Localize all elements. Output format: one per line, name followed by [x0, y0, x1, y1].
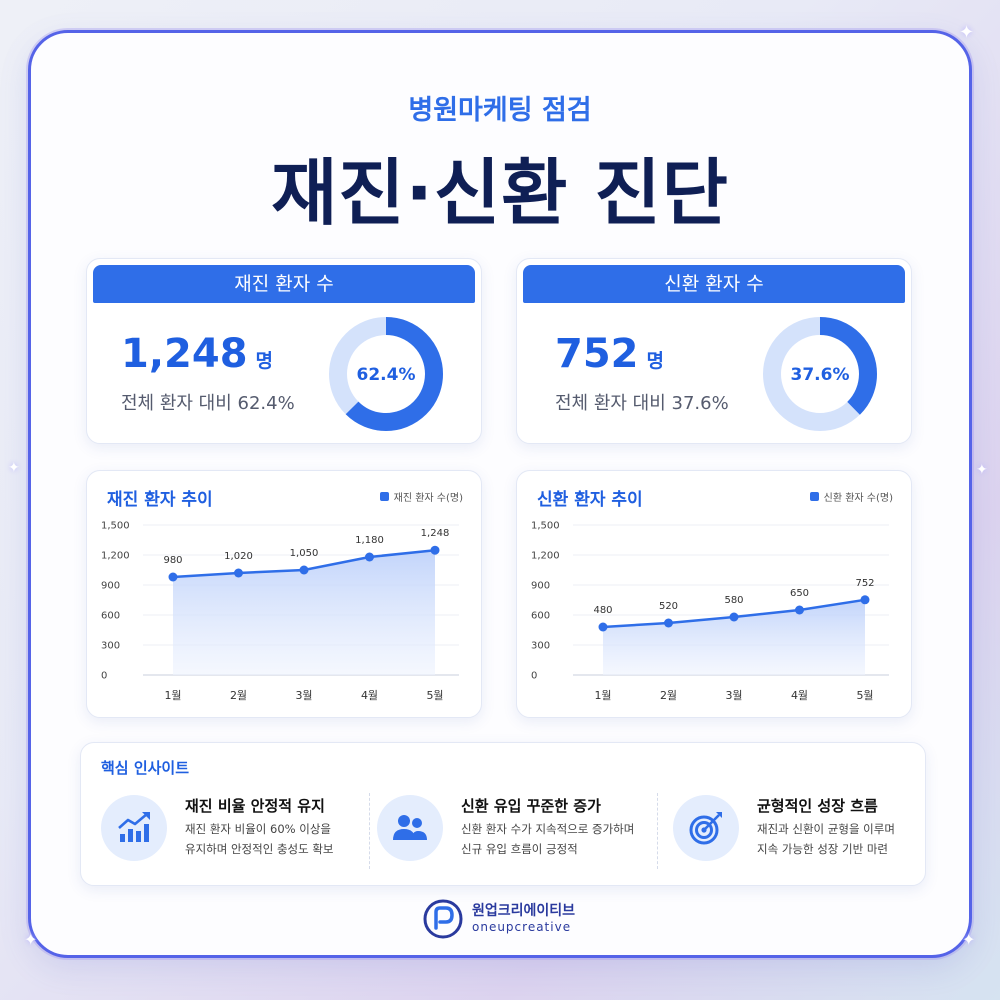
new-patient-chart-legend: 신환 환자 수(명)	[809, 489, 893, 504]
legend-swatch	[379, 492, 389, 501]
sparkle-icon: ✦	[976, 462, 988, 478]
series-area	[173, 550, 435, 675]
target-icon	[673, 795, 739, 861]
x-tick-label: 2월	[230, 689, 247, 702]
insight-item: 신환 유입 꾸준한 증가 신환 환자 수가 지속적으로 증가하며 신규 유입 흐…	[377, 791, 653, 871]
data-point	[860, 595, 870, 605]
revisit-trend-card: 재진 환자 추이 재진 환자 수(명) 0 300 600 900 1,200 1,500…	[86, 470, 482, 718]
insight-text: 유지하며 안정적인 충성도 확보	[185, 842, 334, 856]
new-patient-donut-label: 37.6%	[791, 365, 850, 385]
x-tick-label: 4월	[361, 689, 378, 702]
new-patient-stat-card: 신환 환자 수 752 명 전체 환자 대비 37.6% 37.6%	[516, 258, 912, 444]
sparkle-icon: ✦	[8, 460, 20, 476]
y-tick-label: 900	[101, 581, 120, 592]
insight-heading: 재진 비율 안정적 유지	[185, 797, 325, 815]
revisit-chart-legend: 재진 환자 수(명)	[379, 489, 463, 504]
data-label: 480	[593, 605, 612, 616]
insight-text: 지속 가능한 성장 기반 마련	[757, 842, 889, 856]
x-tick-label: 1월	[594, 689, 611, 702]
x-tick-label: 3월	[295, 689, 312, 702]
brand-name-korean: 원업크리에이티브	[472, 903, 576, 919]
data-point	[299, 565, 309, 575]
sparkle-icon: ✦	[959, 22, 975, 43]
brand-name-english: oneupcreative	[472, 920, 572, 934]
insight-heading: 균형적인 성장 흐름	[757, 797, 878, 815]
revisit-stat-desc: 전체 환자 대비 62.4%	[121, 393, 295, 414]
y-tick-label: 600	[531, 611, 550, 622]
y-tick-label: 1,200	[101, 551, 130, 562]
y-tick-label: 1,500	[101, 521, 130, 532]
data-label: 520	[659, 601, 678, 612]
x-tick-label: 5월	[856, 689, 873, 702]
revisit-stat-card: 재진 환자 수 1,248 명 전체 환자 대비 62.4% 62.4%	[86, 258, 482, 444]
sparkle-icon: ✦	[962, 930, 976, 949]
y-tick-label: 900	[531, 581, 550, 592]
page-subtitle: 병원마케팅 점검	[408, 95, 592, 126]
revisit-trend-chart: 0 300 600 900 1,200 1,500 980 1월 1,020 2월 1,050 3월 1…	[101, 521, 459, 702]
new-patient-stat-header: 신환 환자 수	[523, 265, 905, 303]
users-icon	[377, 795, 443, 861]
brand-logo-icon	[423, 899, 463, 939]
data-point	[664, 618, 673, 628]
growth-chart-icon	[101, 795, 167, 861]
data-point	[795, 605, 804, 615]
brand-logo: 원업크리에이티브 oneupcreative	[422, 896, 592, 942]
legend-swatch	[809, 492, 819, 501]
page-title: 재진·신환 진단	[271, 151, 729, 235]
x-tick-label: 3월	[725, 689, 742, 702]
x-tick-label: 4월	[791, 689, 808, 702]
x-tick-label: 2월	[660, 689, 677, 702]
data-label: 580	[724, 595, 743, 606]
y-tick-label: 600	[101, 611, 120, 622]
y-tick-label: 300	[531, 641, 550, 652]
data-point	[365, 552, 374, 562]
y-tick-label: 0	[101, 671, 107, 682]
x-tick-label: 5월	[426, 689, 443, 702]
new-patient-trend-card: 신환 환자 추이 신환 환자 수(명) 0 300 600 900 1,200 1,500…	[516, 470, 912, 718]
insights-card: 핵심 인사이트 재진 비율 안정적 유지 재진 환자 비율이 60% 이상을 유…	[80, 742, 926, 886]
revisit-stat-header: 재진 환자 수	[93, 265, 475, 303]
new-patient-chart-title: 신환 환자 추이	[537, 490, 643, 510]
data-point	[729, 612, 739, 622]
data-point	[234, 568, 243, 578]
new-patient-donut-chart: 37.6%	[763, 317, 877, 431]
y-tick-label: 300	[101, 641, 120, 652]
insights-title: 핵심 인사이트	[101, 759, 190, 777]
revisit-stat-value: 1,248 명	[121, 331, 274, 377]
data-label: 1,180	[355, 535, 384, 546]
new-patient-stat-desc: 전체 환자 대비 37.6%	[555, 393, 729, 414]
series-area	[603, 599, 865, 675]
insight-item: 재진 비율 안정적 유지 재진 환자 비율이 60% 이상을 유지하며 안정적인…	[101, 791, 377, 871]
insight-heading: 신환 유입 꾸준한 증가	[461, 797, 601, 815]
y-tick-label: 1,500	[531, 521, 560, 532]
revisit-donut-chart: 62.4%	[329, 317, 443, 431]
revisit-chart-title: 재진 환자 추이	[107, 490, 213, 510]
data-point	[598, 622, 608, 632]
y-tick-label: 0	[531, 671, 537, 682]
new-patient-trend-chart: 0 300 600 900 1,200 1,500 480 1월 520 2월 580 3월 650 4월…	[531, 521, 889, 702]
data-label: 752	[855, 578, 874, 589]
data-point	[168, 572, 178, 582]
divider	[657, 793, 658, 869]
insight-item: 균형적인 성장 흐름 재진과 신환이 균형을 이루며 지속 가능한 성장 기반 …	[673, 791, 949, 871]
data-label: 1,020	[224, 551, 253, 562]
data-point	[430, 545, 440, 555]
y-tick-label: 1,200	[531, 551, 560, 562]
data-label: 1,248	[421, 528, 450, 539]
x-tick-label: 1월	[164, 689, 181, 702]
new-patient-stat-value: 752 명	[555, 331, 664, 377]
divider	[369, 793, 370, 869]
revisit-donut-label: 62.4%	[357, 365, 416, 385]
insight-text: 신규 유입 흐름이 긍정적	[461, 842, 578, 856]
sparkle-icon: ✦	[24, 930, 38, 949]
data-label: 980	[163, 555, 182, 566]
insight-text: 재진과 신환이 균형을 이루며	[757, 822, 895, 836]
insight-text: 신환 환자 수가 지속적으로 증가하며	[461, 822, 635, 836]
insight-text: 재진 환자 비율이 60% 이상을	[185, 822, 331, 836]
data-label: 1,050	[290, 548, 319, 559]
data-label: 650	[790, 588, 809, 599]
